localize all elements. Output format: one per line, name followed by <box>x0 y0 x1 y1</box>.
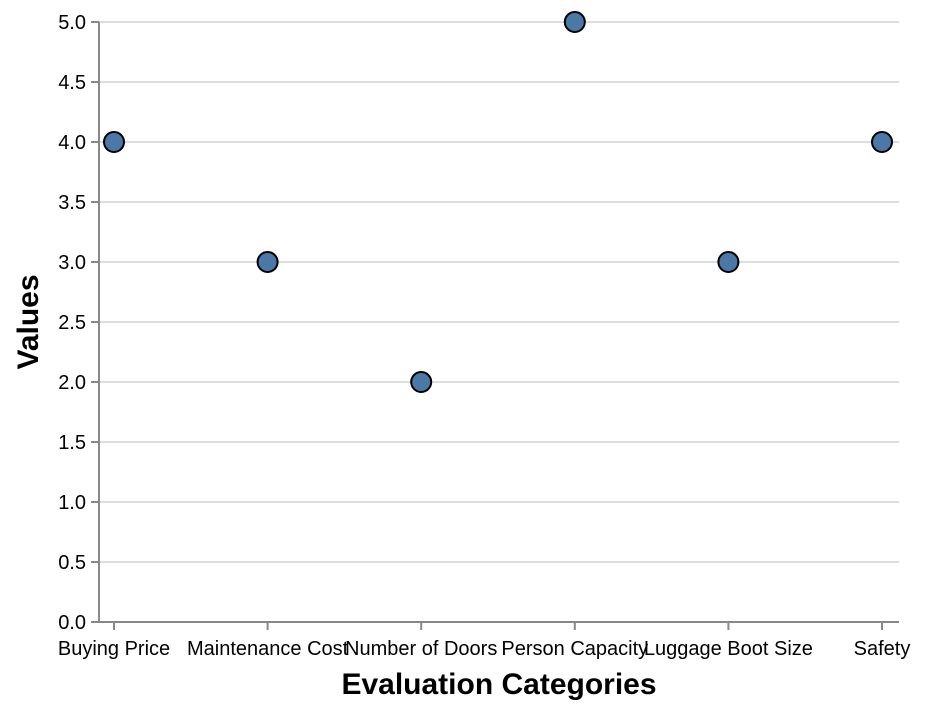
y-tick-label: 3.5 <box>58 192 86 214</box>
x-tick-label: Safety <box>854 638 911 660</box>
y-tick-label: 1.5 <box>58 432 86 454</box>
x-tick-label: Person Capacity <box>501 638 648 660</box>
grid-layer <box>99 21 899 623</box>
y-tick-label: 5.0 <box>58 12 86 34</box>
x-axis-title: Evaluation Categories <box>341 668 656 701</box>
x-tick-label: Number of Doors <box>345 638 497 660</box>
point-layer <box>103 11 893 393</box>
x-tick-label: Maintenance Cost <box>187 638 349 660</box>
data-point[interactable] <box>256 251 279 273</box>
y-tick-label: 3.0 <box>58 252 86 274</box>
y-tick-label: 4.5 <box>58 72 86 94</box>
y-tick-label: 2.0 <box>58 372 86 394</box>
data-point[interactable] <box>563 11 586 33</box>
label-layer: 0.0 0.5 1.0 1.5 2.0 2.5 3.0 3.5 4.0 4.5 5.0 Buying … <box>58 12 910 660</box>
x-tick-label: Luggage Boot Size <box>644 638 813 660</box>
data-point[interactable] <box>871 131 893 153</box>
data-point[interactable] <box>717 251 740 273</box>
y-axis-title: Values <box>12 274 45 369</box>
x-tick-label: Buying Price <box>58 638 170 660</box>
y-tick-label: 0.0 <box>58 612 86 634</box>
y-tick-label: 4.0 <box>58 132 86 154</box>
axis-layer <box>91 21 899 630</box>
y-tick-label: 2.5 <box>58 312 86 334</box>
data-point[interactable] <box>103 131 125 153</box>
y-tick-label: 1.0 <box>58 492 86 514</box>
y-tick-label: 0.5 <box>58 552 86 574</box>
data-point[interactable] <box>410 371 433 393</box>
